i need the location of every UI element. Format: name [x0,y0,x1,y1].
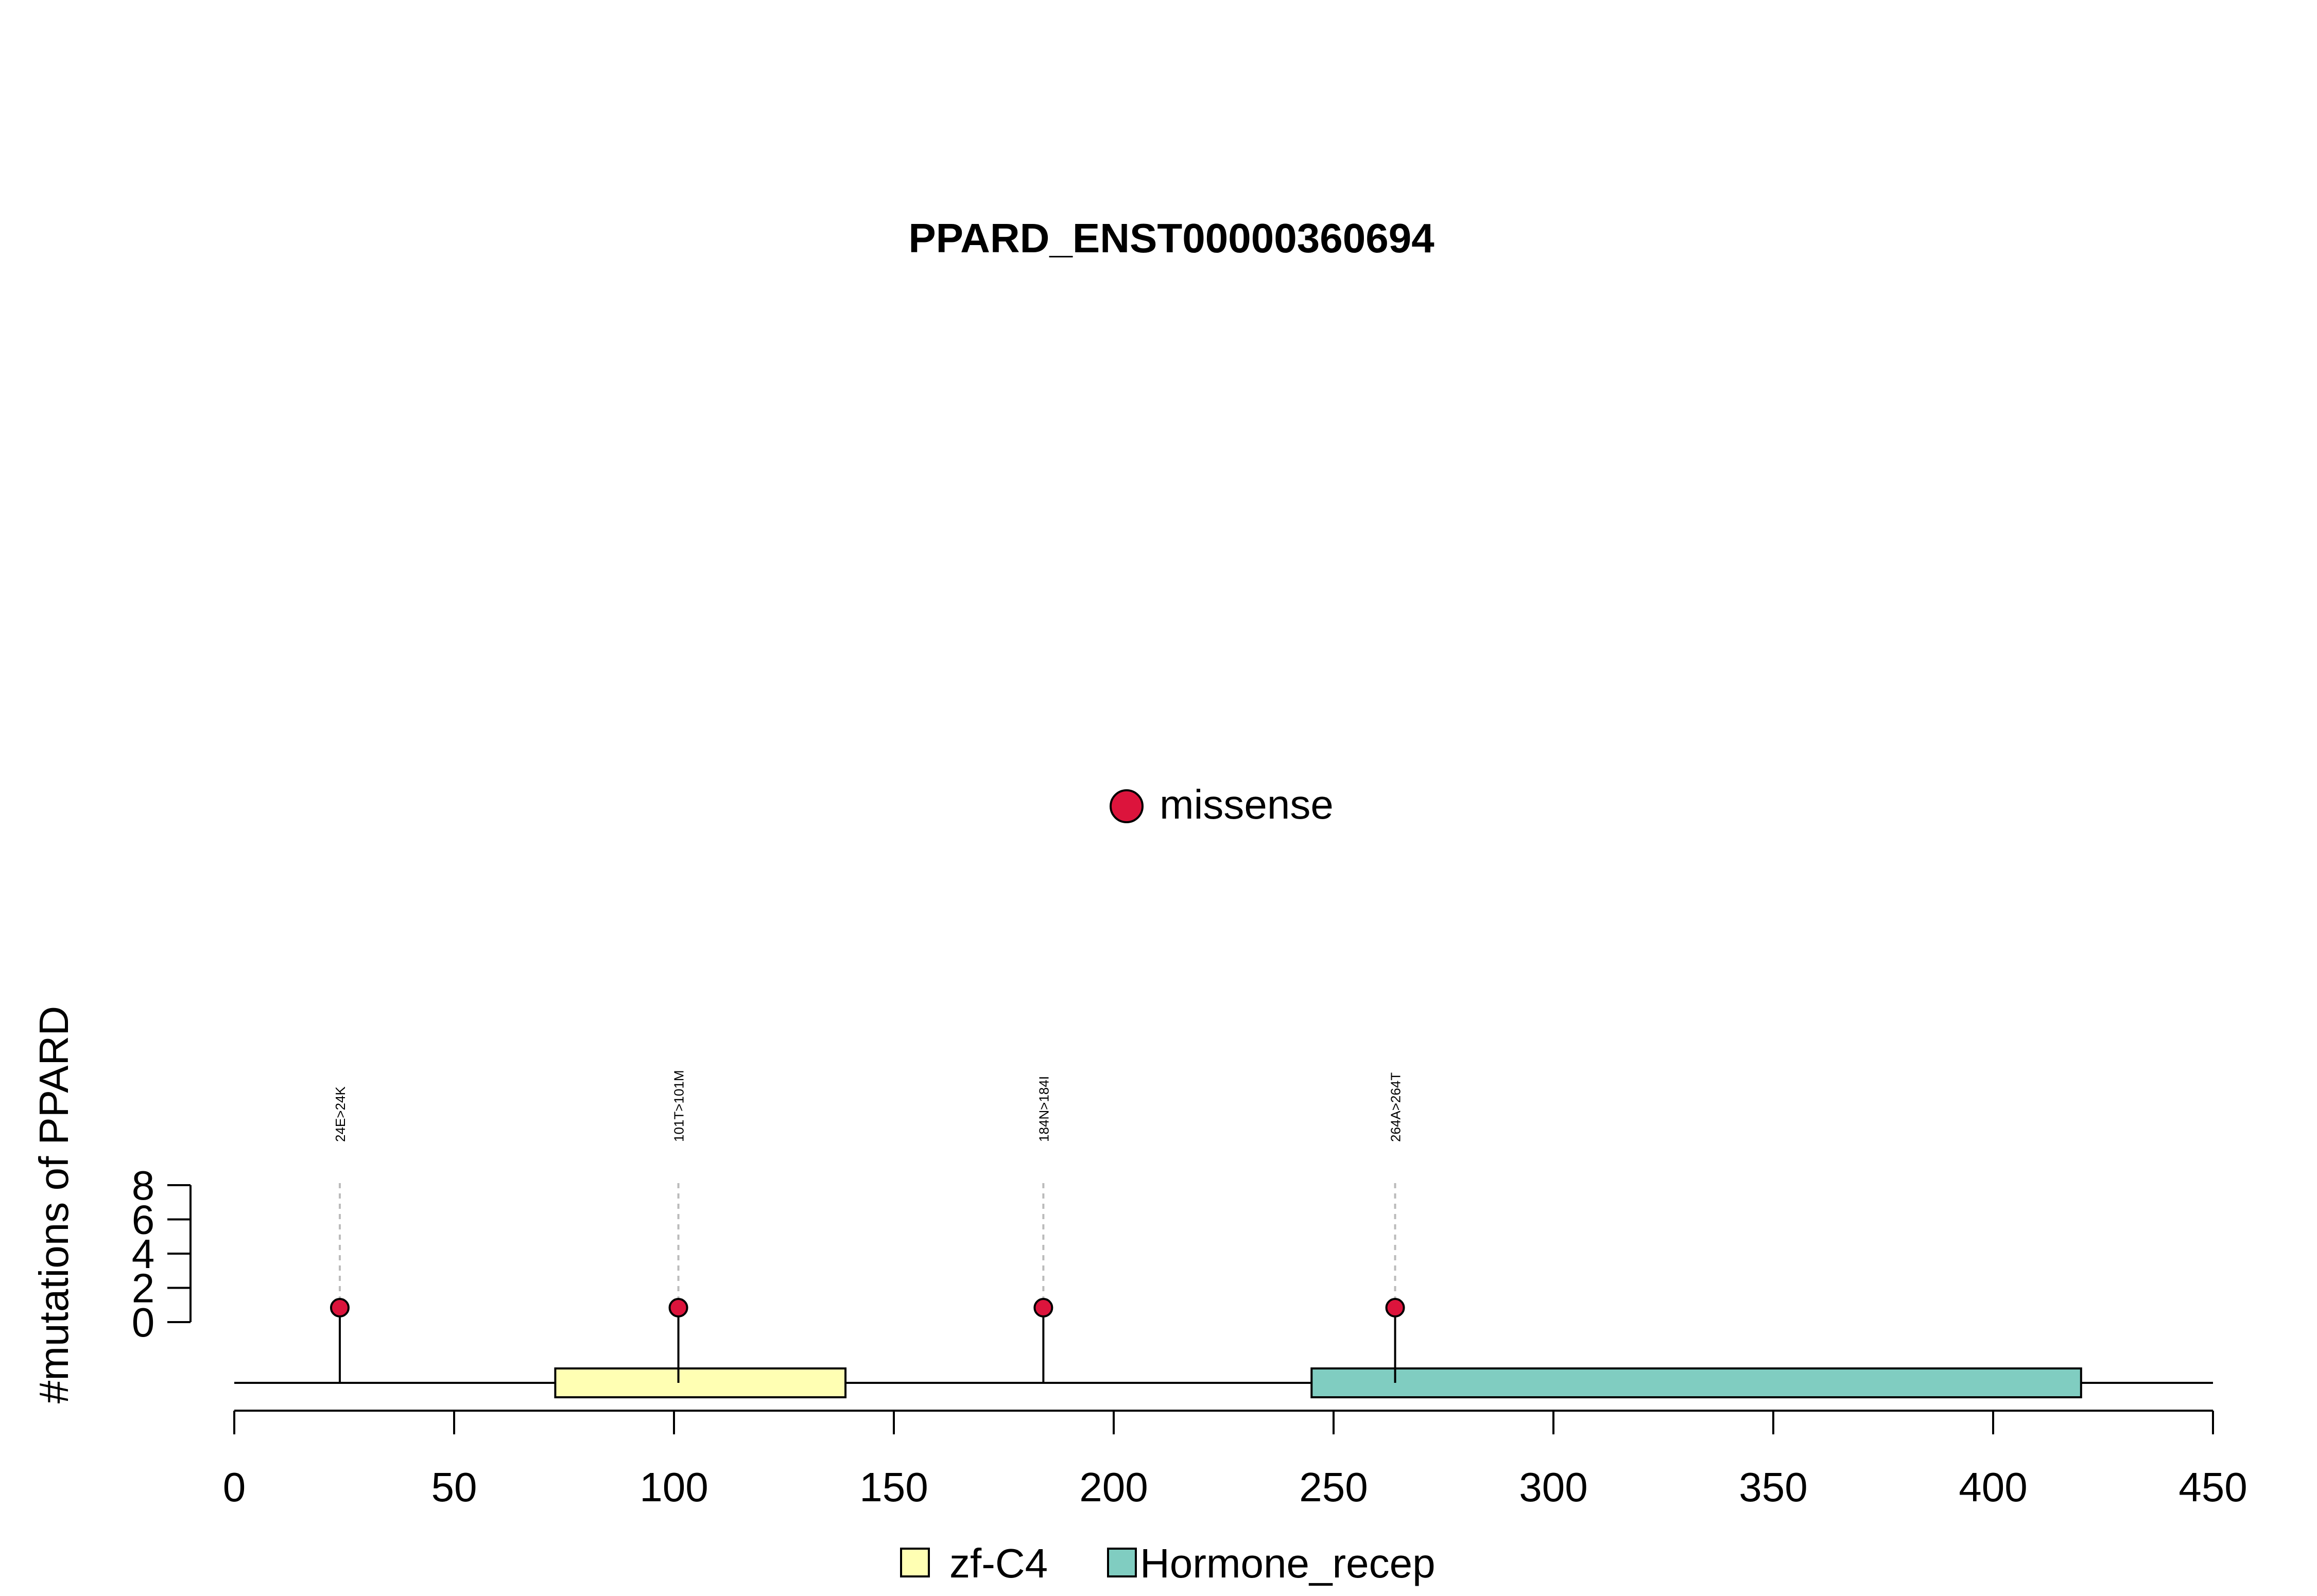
x-tick-label: 0 [223,1464,246,1510]
x-tick-label: 350 [1739,1464,1807,1510]
x-axis: 0 50 100 150 200 250 300 350 400 450 [223,1410,2247,1510]
domain-legend-swatch-hormone-recep [1107,1548,1137,1577]
mutation-label: 264A>264T [1388,1072,1404,1142]
domain-legend-label-zf-c4: zf-C4 [949,1540,1048,1586]
x-tick-label: 150 [859,1464,928,1510]
y-tick-label: 4 [132,1231,155,1277]
mutation-label: 101T>101M [671,1070,687,1142]
domain-hormone-recep [1310,1367,2082,1398]
mutation-label: 24E>24K [333,1086,348,1142]
missense-legend-label: missense [1160,782,1334,827]
x-tick-label: 100 [639,1464,708,1510]
domain-legend-label-hormone-recep: Hormone_recep [1140,1540,1436,1586]
y-tick-label: 8 [132,1163,155,1208]
mutation-point [1385,1298,1405,1317]
x-tick-label: 250 [1299,1464,1368,1510]
mutation-legend: missense [1110,782,1334,827]
domain-legend: zf-C4 Hormone_recep [900,1540,1436,1586]
mutation-lollipops: 24E>24K 101T>101M 184N>184I 264A>264T [330,1070,1405,1383]
mutation-label: 184N>184I [1036,1076,1051,1142]
mutation-point [668,1298,688,1317]
x-tick-label: 50 [431,1464,477,1510]
y-tick-label: 0 [132,1299,155,1345]
domain-zf-c4 [554,1367,847,1398]
chart-title: PPARD_ENST00000360694 [908,215,1434,261]
x-tick-label: 200 [1079,1464,1148,1510]
y-tick-label: 6 [132,1197,155,1243]
mutation-point [330,1298,350,1317]
y-axis-label: #mutations of PPARD [31,1006,77,1403]
x-tick-label: 450 [2178,1464,2247,1510]
x-tick-label: 400 [1959,1464,2027,1510]
y-tick-label: 2 [132,1265,155,1311]
domain-legend-swatch-zf-c4 [900,1548,930,1577]
x-tick-label: 300 [1519,1464,1587,1510]
protein-backbone [234,1367,2213,1398]
missense-legend-marker [1110,789,1144,823]
mutation-point [1033,1298,1053,1317]
